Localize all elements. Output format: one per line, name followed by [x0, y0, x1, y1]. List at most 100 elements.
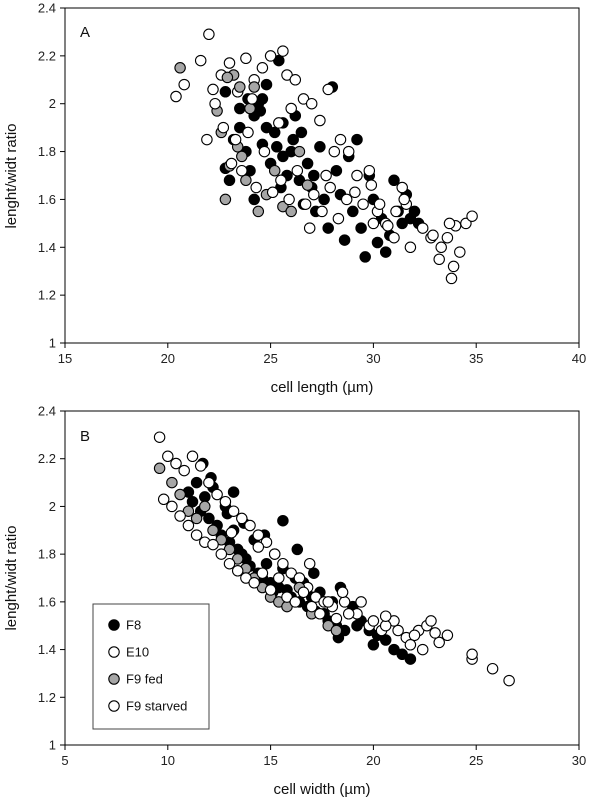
point-f9-starved	[392, 624, 404, 637]
point-e10	[162, 450, 174, 463]
point-f9-fed	[207, 524, 219, 537]
y-tick-label: 1.6	[38, 594, 56, 609]
point-f8	[190, 476, 203, 489]
legend-label-e10: E10	[126, 645, 149, 660]
point-e10	[305, 97, 318, 110]
point-e10	[170, 90, 182, 103]
point-e10	[194, 54, 207, 67]
point-f8	[287, 133, 299, 146]
point-f8	[260, 557, 273, 570]
point-e10	[334, 133, 347, 146]
legend-marker-f9-starved	[108, 700, 120, 712]
point-e10	[293, 572, 306, 584]
point-e10	[252, 529, 265, 541]
point-e10	[268, 548, 281, 560]
point-f9-starved	[367, 615, 380, 627]
point-f8	[330, 164, 343, 177]
x-tick-label: 20	[366, 753, 380, 768]
point-e10	[388, 231, 400, 244]
point-e10	[433, 253, 445, 266]
y-axis-label-b: lenght/widt ratio	[3, 525, 20, 630]
point-f9-fed	[248, 81, 260, 93]
point-f8	[355, 222, 367, 234]
x-tick-label: 40	[572, 351, 586, 366]
panel-label-b: B	[80, 428, 90, 445]
point-f8	[301, 157, 314, 170]
legend-marker-e10	[108, 646, 120, 658]
point-f9-starved	[443, 217, 456, 230]
point-f8	[318, 193, 330, 206]
point-f8	[308, 169, 320, 182]
point-f8	[338, 234, 351, 246]
point-f9-starved	[373, 198, 386, 210]
point-f8	[371, 236, 384, 249]
point-f9-fed	[252, 205, 265, 218]
point-f9-starved	[225, 526, 238, 539]
point-f9-fed	[236, 150, 248, 163]
point-f8	[359, 251, 371, 263]
point-f8	[199, 491, 211, 503]
point-f9-starved	[466, 648, 478, 661]
point-f8	[256, 93, 269, 105]
point-f9-starved	[285, 102, 297, 115]
point-f9-fed	[234, 81, 246, 93]
point-f9-fed	[219, 193, 232, 206]
panel-b: 5 10 15 20 25 30 1 1.2 1.4 1.6 1.8 2 2.2 2.4 B cell w…	[3, 404, 586, 799]
y-tick-label: 1	[49, 336, 56, 351]
point-f8	[268, 126, 281, 139]
point-e10	[433, 636, 445, 649]
x-tick-label: 15	[263, 753, 277, 768]
plot-area-a	[64, 7, 580, 344]
point-e10	[244, 519, 256, 532]
point-e10	[460, 217, 472, 230]
point-f9-starved	[365, 179, 378, 191]
point-f9-fed	[268, 164, 281, 177]
point-f9-starved	[248, 577, 260, 589]
point-e10	[186, 450, 199, 463]
point-e10	[256, 62, 269, 74]
point-f9-starved	[299, 198, 312, 210]
point-f8	[234, 102, 246, 115]
point-f9-starved	[416, 643, 429, 656]
y-tick-label: 2.4	[38, 404, 56, 419]
point-e10	[219, 495, 232, 508]
point-f9-starved	[236, 164, 248, 177]
point-f9-starved	[246, 93, 258, 105]
point-f9-starved	[182, 519, 195, 532]
point-e10	[178, 78, 190, 91]
point-f9-starved	[342, 608, 355, 620]
point-f9-fed	[174, 488, 186, 501]
point-e10	[223, 57, 236, 69]
y-tick-label: 2.2	[38, 451, 56, 466]
point-f9-starved	[332, 212, 345, 225]
point-f9-starved	[273, 117, 285, 129]
point-f8	[404, 653, 417, 665]
point-e10	[447, 260, 460, 273]
point-f9-starved	[250, 181, 262, 194]
point-f9-starved	[305, 600, 318, 613]
point-f9-starved	[157, 493, 170, 506]
point-f9-starved	[349, 186, 361, 199]
point-e10	[194, 460, 207, 472]
x-axis-label-b: cell width (µm)	[274, 781, 371, 798]
point-f8	[219, 86, 232, 98]
point-e10	[342, 145, 355, 158]
point-e10	[466, 210, 478, 222]
point-f9-fed	[199, 500, 211, 513]
x-axis-label-a: cell length (µm)	[271, 379, 374, 396]
points-a	[170, 28, 478, 285]
point-e10	[170, 457, 182, 470]
point-f9-starved	[328, 145, 341, 158]
point-f8	[277, 150, 289, 163]
point-f9-starved	[201, 133, 213, 146]
point-f8	[347, 205, 359, 218]
point-e10	[454, 246, 466, 258]
legend-label-f9-starved: F9 starved	[126, 699, 187, 714]
point-e10	[441, 629, 454, 642]
point-f9-starved	[324, 181, 336, 194]
point-e10	[153, 431, 166, 443]
point-f8	[260, 78, 273, 91]
y-tick-label: 1.8	[38, 547, 56, 562]
point-f9-starved	[429, 627, 441, 639]
